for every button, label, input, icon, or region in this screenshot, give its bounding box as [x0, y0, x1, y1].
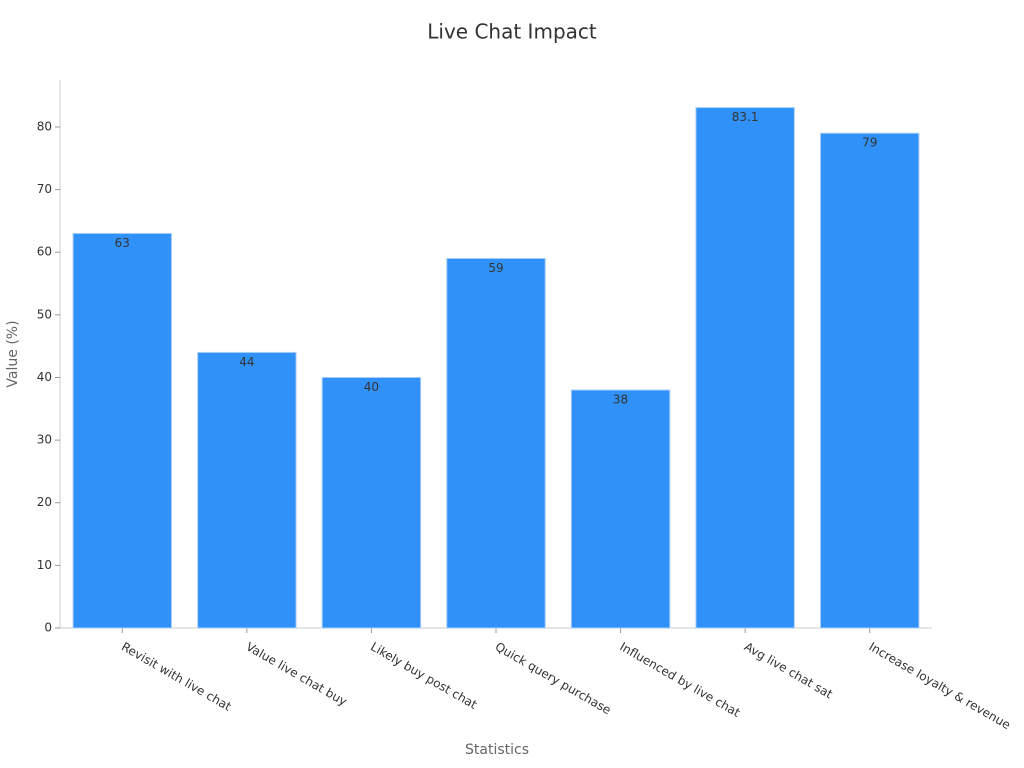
y-tick-label: 50: [37, 307, 52, 321]
x-tick-label: Quick query purchase: [493, 640, 614, 718]
data-label: 63: [115, 236, 130, 250]
y-tick-label: 10: [37, 558, 52, 572]
bar: [695, 107, 795, 629]
x-tick-label: Avg live chat sat: [742, 640, 835, 702]
y-tick-label: 0: [44, 621, 52, 635]
x-tick-label: Likely buy post chat: [368, 640, 479, 712]
x-tick-label: Value live chat buy: [244, 640, 350, 709]
x-axis-title: Statistics: [465, 742, 529, 758]
data-label: 59: [488, 261, 503, 275]
data-label: 83.1: [732, 110, 759, 124]
chart-title: Live Chat Impact: [427, 20, 597, 44]
bar: [321, 376, 422, 629]
data-label: 79: [862, 136, 877, 150]
y-tick-label: 80: [37, 119, 52, 133]
y-tick-label: 70: [37, 182, 52, 196]
y-axis-title: Value (%): [5, 320, 21, 387]
data-label: 38: [613, 393, 628, 407]
data-label: 40: [364, 380, 379, 394]
x-tick-label: Increase loyalty & revenue: [866, 640, 1012, 733]
x-tick-label: Revisit with live chat: [119, 640, 234, 714]
y-tick-label: 40: [37, 370, 52, 384]
data-label: 44: [239, 355, 254, 369]
bar: [570, 389, 671, 629]
y-tick-label: 60: [37, 245, 52, 259]
bar: [820, 132, 920, 629]
x-tick-label: Influenced by live chat: [617, 640, 742, 721]
bar: [197, 351, 297, 629]
y-tick-label: 20: [37, 495, 52, 509]
y-tick-label: 30: [37, 433, 52, 447]
bar: [446, 257, 546, 629]
bar: [72, 232, 172, 629]
